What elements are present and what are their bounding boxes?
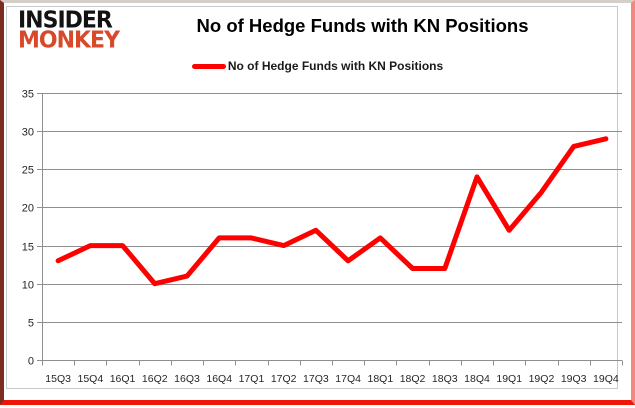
x-tick-label: 17Q3	[303, 373, 329, 385]
insider-monkey-logo: INSIDER MONKEY	[18, 7, 120, 54]
x-tick-label: 18Q2	[400, 373, 426, 385]
chart-title: No of Hedge Funds with KN Positions	[196, 15, 529, 36]
x-tick-label: 16Q4	[206, 373, 232, 385]
x-tick-label: 19Q4	[593, 373, 619, 385]
x-tick-label: 17Q2	[271, 373, 297, 385]
logo-monkey-text: MONKEY	[18, 27, 120, 54]
logo-insider-text: INSIDER	[18, 7, 113, 34]
x-tick-label: 16Q1	[110, 373, 136, 385]
y-tick-label: 30	[22, 127, 34, 139]
legend-label: No of Hedge Funds with KN Positions	[227, 59, 444, 73]
x-tick-label: 19Q2	[529, 373, 555, 385]
x-tick-label: 17Q4	[335, 373, 361, 385]
line-chart: 0 5 10 15 20 25 30 35 15Q3 15Q4 16Q1 16Q2 16Q3 16Q4 17…	[22, 89, 623, 385]
y-tick-label: 0	[28, 356, 34, 368]
y-tick-label: 5	[28, 318, 34, 330]
legend: No of Hedge Funds with KN Positions	[4, 59, 631, 73]
x-tick-label: 15Q4	[77, 373, 103, 385]
y-tick-label: 15	[22, 242, 34, 254]
x-tick-label: 18Q4	[464, 373, 490, 385]
series-line-kn-positions	[55, 136, 609, 287]
x-tick-label: 15Q3	[45, 373, 71, 385]
y-tick-label: 25	[22, 165, 34, 177]
y-tick-label: 35	[22, 89, 34, 101]
x-tick-label: 19Q3	[561, 373, 587, 385]
y-tick-label: 20	[22, 203, 34, 215]
legend-line-swatch	[191, 63, 226, 69]
x-tick-label: 19Q1	[496, 373, 522, 385]
x-tick-label: 16Q2	[142, 373, 168, 385]
x-tick-label: 18Q1	[367, 373, 393, 385]
x-tick-label: 16Q3	[174, 373, 200, 385]
x-tick-label: 18Q3	[432, 373, 458, 385]
y-tick-label: 10	[22, 280, 34, 292]
x-tick-label: 17Q1	[239, 373, 265, 385]
